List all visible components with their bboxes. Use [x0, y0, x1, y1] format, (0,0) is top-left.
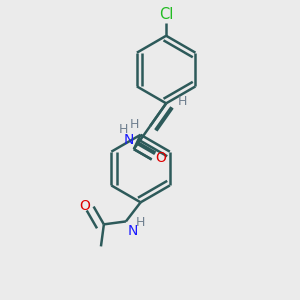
Text: O: O — [79, 199, 90, 213]
Text: N: N — [128, 224, 138, 238]
Text: H: H — [136, 216, 146, 230]
Text: H: H — [130, 118, 139, 131]
Text: N: N — [123, 133, 134, 147]
Text: Cl: Cl — [159, 7, 173, 22]
Text: H: H — [177, 95, 187, 108]
Text: H: H — [118, 122, 128, 136]
Text: O: O — [155, 151, 166, 165]
